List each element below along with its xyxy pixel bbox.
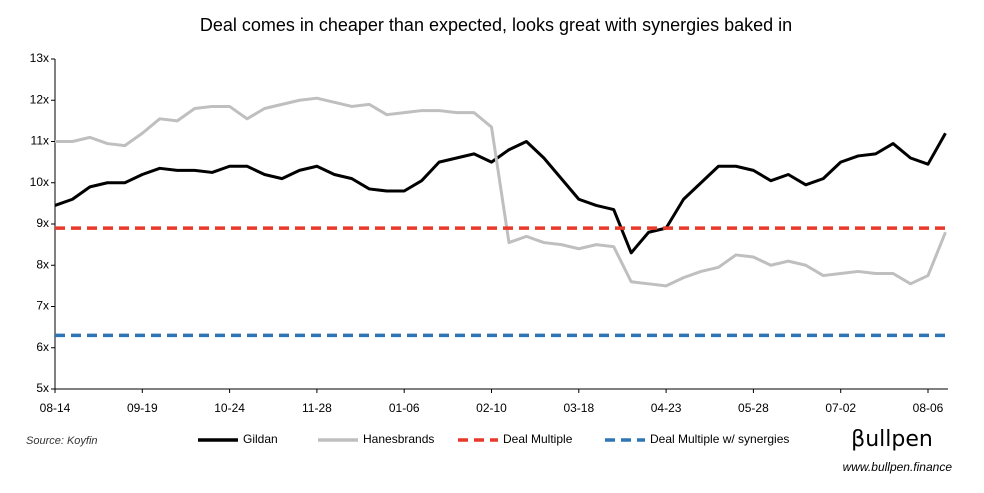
y-tick-label: 9x (36, 216, 49, 230)
y-tick-label: 8x (36, 257, 49, 271)
x-tick-label: 01-06 (389, 401, 420, 415)
legend-label: Gildan (243, 432, 278, 446)
source: Source: Koyfin (26, 435, 98, 447)
y-tick-label: 11x (31, 134, 49, 148)
x-tick-label: 02-10 (476, 401, 507, 415)
x-tick-label: 08-06 (913, 401, 944, 415)
x-tick-label: 10-24 (214, 401, 245, 415)
x-tick-label: 09-19 (127, 401, 158, 415)
y-tick-label: 13x (30, 51, 49, 65)
y-tick-label: 5x (36, 381, 49, 395)
url: www.bullpen.finance (843, 460, 953, 474)
legend-label: Deal Multiple w/ synergies (650, 432, 789, 446)
y-tick-label: 10x (30, 175, 49, 189)
x-tick-label: 05-28 (738, 401, 769, 415)
x-tick-label: 11-28 (302, 401, 332, 415)
series-line (54, 132, 947, 255)
series-line (55, 96, 947, 288)
x-tick-label: 04-23 (651, 401, 682, 415)
y-tick-label: 12x (30, 92, 49, 106)
x-tick-label: 03-18 (563, 401, 594, 415)
legend-label: Deal Multiple (503, 432, 573, 446)
y-tick-label: 6x (36, 340, 49, 354)
x-tick-label: 08-14 (40, 401, 71, 415)
legend-label: Hanesbrands (363, 432, 434, 446)
chart-title: Deal comes in cheaper than expected, loo… (200, 15, 792, 35)
x-tick-label: 07-02 (825, 401, 856, 415)
y-tick-label: 7x (36, 299, 49, 313)
brand: βullpen (851, 427, 933, 452)
